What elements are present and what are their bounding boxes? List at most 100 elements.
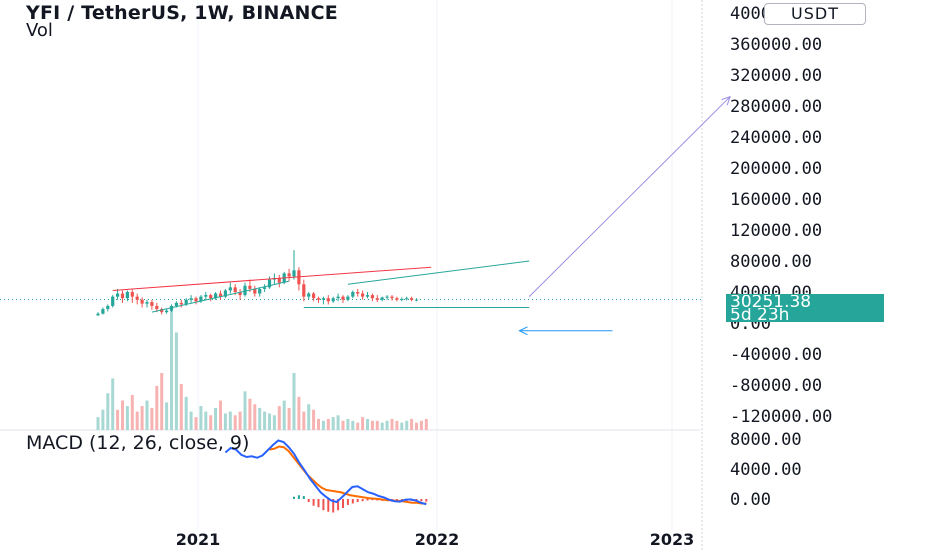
volume-bar <box>253 404 257 430</box>
candle-body <box>263 287 267 289</box>
candle-body <box>321 298 325 300</box>
macd-histogram-bar <box>356 499 359 502</box>
candle-body <box>312 293 316 299</box>
volume-bar <box>287 407 291 430</box>
volume-bar <box>116 409 120 430</box>
candle-body <box>106 305 110 310</box>
volume-bar <box>248 398 252 430</box>
volume-bar <box>125 406 129 430</box>
candle-body <box>307 293 311 297</box>
candle <box>287 268 291 282</box>
candle-body <box>155 305 159 310</box>
trendline <box>151 280 290 313</box>
candle <box>414 298 419 302</box>
bar-countdown: 5d 23h <box>730 308 790 321</box>
candle-body <box>351 292 355 297</box>
volume-bar <box>214 407 218 430</box>
candle <box>194 296 198 305</box>
candle <box>341 295 345 303</box>
volume-bar <box>415 422 418 430</box>
candle <box>135 293 139 305</box>
macd-histogram-bar <box>312 499 315 506</box>
candle <box>321 296 325 305</box>
candle <box>395 296 399 302</box>
candle <box>238 288 242 300</box>
candle-body <box>400 298 404 300</box>
candle <box>263 284 267 292</box>
candle <box>351 290 355 299</box>
candle-body <box>150 302 154 306</box>
macd-histogram-bar <box>346 499 349 505</box>
macd-axis-label: 0.00 <box>730 490 771 510</box>
candle-body <box>414 299 419 301</box>
volume-bar <box>312 409 316 430</box>
volume-bar <box>111 378 115 430</box>
candle-body <box>375 298 379 300</box>
candle-body <box>199 296 203 302</box>
volume-bar <box>385 420 389 430</box>
volume-bar <box>140 406 144 430</box>
candle-body <box>233 287 237 292</box>
volume-bar <box>375 420 379 430</box>
currency-badge[interactable]: USDT <box>764 3 866 25</box>
candle <box>140 297 144 308</box>
volume-bar <box>170 310 173 430</box>
candle <box>125 290 129 302</box>
macd-histogram-bar <box>425 499 428 502</box>
candle-body <box>331 298 335 302</box>
volume-bar <box>199 406 203 430</box>
candle <box>385 295 389 300</box>
macd-histogram-bar <box>317 499 320 508</box>
candle-body <box>248 285 252 289</box>
volume-bar <box>135 411 139 430</box>
price-axis-label: -120000.00 <box>730 407 832 427</box>
volume-bar <box>405 420 409 430</box>
macd-histogram-bar <box>361 499 364 502</box>
candle <box>297 267 301 291</box>
macd-label: MACD (12, 26, close, 9) <box>26 432 250 454</box>
volume-bar <box>258 407 262 430</box>
candle-body <box>223 290 227 297</box>
candle-body <box>385 296 389 298</box>
volume-bar <box>238 411 242 430</box>
candle-body <box>316 298 321 300</box>
trendline <box>112 266 432 291</box>
volume-bar <box>223 413 227 430</box>
volume-bar <box>292 372 296 430</box>
candle-body <box>130 292 134 297</box>
volume-bar <box>336 415 340 430</box>
volume-bar <box>341 420 345 430</box>
candle <box>130 288 134 303</box>
macd-histogram-bar <box>307 499 310 502</box>
candle <box>179 299 183 308</box>
price-axis-label: 280000.00 <box>730 97 822 117</box>
candle <box>101 307 105 315</box>
volume-bar <box>174 332 178 430</box>
volume-bar <box>277 406 281 430</box>
candle <box>165 309 169 314</box>
price-axis-label: -40000.00 <box>730 345 822 365</box>
macd-axis-label: 4000.00 <box>730 460 802 480</box>
macd-line <box>224 439 427 506</box>
candle-body <box>145 302 149 304</box>
candle-body <box>346 296 350 300</box>
macd-axis-label: 8000.00 <box>730 430 802 450</box>
candle-body <box>189 298 193 300</box>
candle-body <box>204 295 208 297</box>
candle-body <box>277 278 281 283</box>
drawn-arrow-line <box>528 96 731 298</box>
candle-body <box>258 288 262 294</box>
volume-bar <box>150 407 154 430</box>
candle <box>106 304 110 312</box>
volume-bar <box>121 400 124 430</box>
candle-body <box>120 293 125 299</box>
volume-bar <box>184 396 188 430</box>
volume-bar <box>370 420 374 430</box>
volume-bar <box>302 411 306 430</box>
candle <box>189 295 193 303</box>
volume-bar <box>106 393 110 430</box>
candle-body <box>395 298 399 300</box>
volume-bar <box>351 420 355 430</box>
